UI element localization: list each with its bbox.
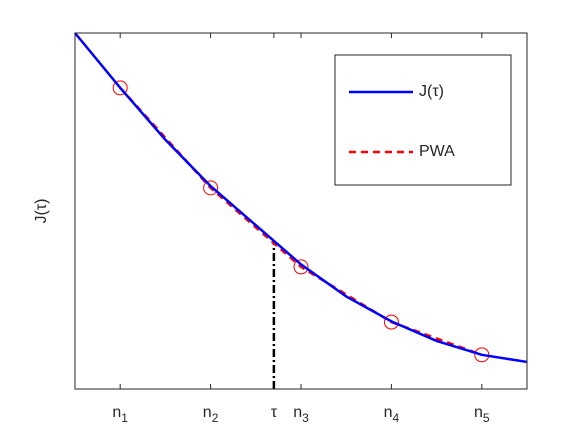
marker bbox=[203, 180, 219, 196]
legend-label: J(τ) bbox=[419, 83, 444, 100]
legend-box bbox=[334, 54, 512, 186]
marker bbox=[112, 80, 128, 96]
x-tick-label: n4 bbox=[384, 404, 400, 425]
x-tick-label: n1 bbox=[112, 404, 128, 425]
x-tick-label: n3 bbox=[293, 404, 309, 425]
legend-label: PWA bbox=[419, 143, 455, 160]
axes-box bbox=[74, 32, 528, 390]
x-tick-label: τ bbox=[271, 404, 278, 421]
series-line bbox=[74, 32, 528, 364]
marker bbox=[383, 314, 399, 330]
x-tick-label: n5 bbox=[474, 404, 490, 425]
marker bbox=[293, 259, 309, 275]
x-tick-label: n2 bbox=[203, 404, 219, 425]
y-axis-label: J(τ) bbox=[33, 199, 50, 224]
